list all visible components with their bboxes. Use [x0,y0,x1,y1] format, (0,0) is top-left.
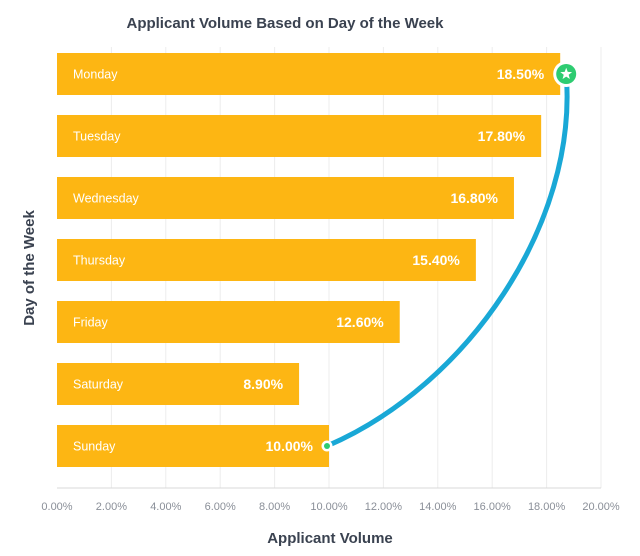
value-label: 16.80% [450,190,498,206]
y-axis-title: Day of the Week [21,210,38,326]
x-tick-label: 20.00% [582,501,620,513]
category-label: Wednesday [73,192,140,206]
chart-title: Applicant Volume Based on Day of the Wee… [126,15,444,32]
value-label: 15.40% [412,252,460,268]
value-label: 17.80% [478,128,526,144]
x-tick-label: 14.00% [419,501,457,513]
category-label: Thursday [73,254,126,268]
category-label: Sunday [73,440,116,454]
x-tick-label: 0.00% [41,501,72,513]
trend-curve [324,71,570,449]
bars: Monday 18.50% Tuesday 17.80% Wednesday 16.80%… [57,53,561,467]
bar-monday [57,53,561,95]
star-icon [560,67,573,80]
x-tick-label: 8.00% [259,501,290,513]
x-axis-ticks: 0.00% 2.00% 4.00% 6.00% 8.00% 10.00% 12.00% 14.… [41,501,619,513]
x-tick-label: 4.00% [150,501,181,513]
bar-saturday [57,363,300,405]
bar-friday [57,301,400,343]
x-tick-label: 10.00% [310,501,348,513]
bar-thursday [57,239,476,281]
category-label: Monday [73,68,118,82]
x-tick-label: 18.00% [528,501,566,513]
x-tick-label: 6.00% [205,501,236,513]
value-label: 10.00% [266,438,314,454]
value-label: 18.50% [497,66,545,82]
x-tick-label: 12.00% [365,501,403,513]
x-tick-label: 2.00% [96,501,127,513]
category-label: Tuesday [73,130,121,144]
value-label: 12.60% [336,314,384,330]
bar-wednesday [57,177,514,219]
curve-start-dot [324,443,330,449]
x-axis-title: Applicant Volume [267,530,393,547]
value-label: 8.90% [243,376,283,392]
x-tick-label: 16.00% [474,501,512,513]
trend-annotation [321,61,580,452]
category-label: Friday [73,316,108,330]
bar-tuesday [57,115,542,157]
category-label: Saturday [73,378,124,392]
bar-sunday [57,425,329,467]
